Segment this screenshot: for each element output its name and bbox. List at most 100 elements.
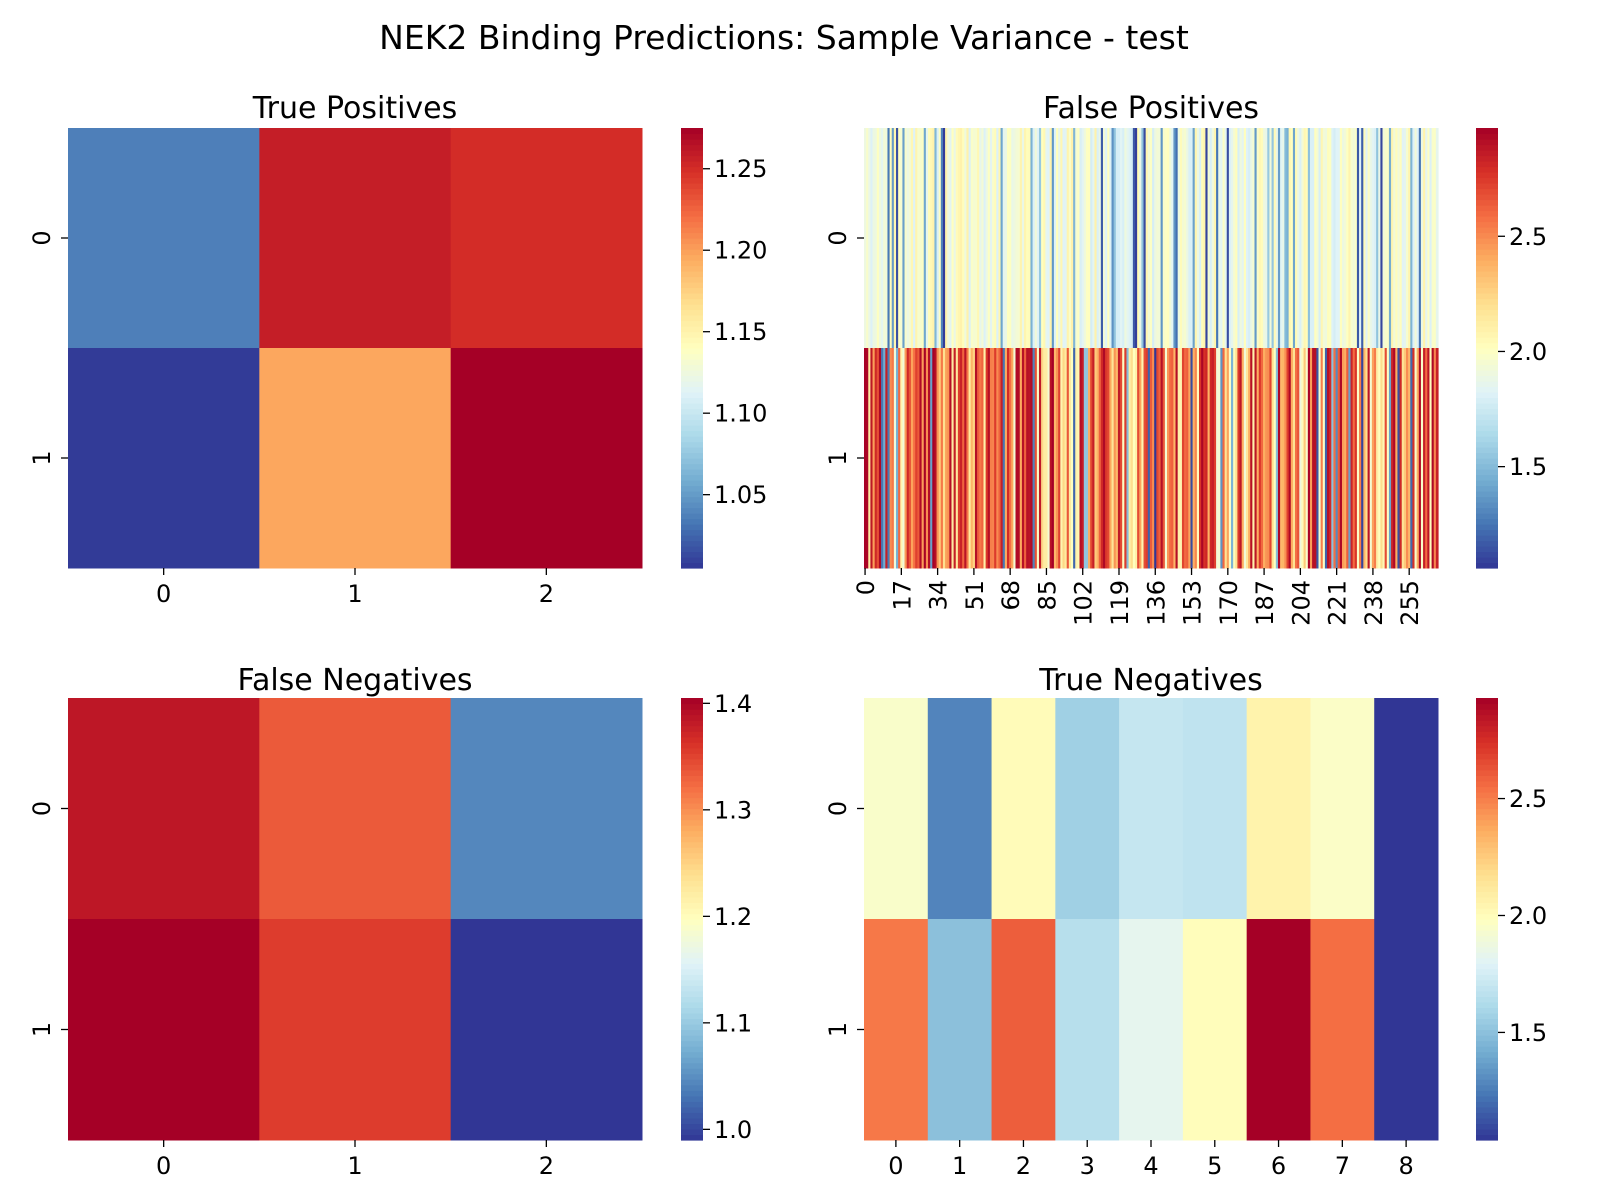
- colorbar-step: [681, 836, 703, 843]
- heatmap-cell: [1169, 128, 1172, 349]
- heatmap-cell: [1239, 348, 1243, 569]
- heatmap-cell: [1352, 128, 1356, 349]
- colorbar-step: [681, 1117, 703, 1125]
- heatmap-cell: [1154, 348, 1157, 569]
- colorbar-step: [1476, 436, 1498, 443]
- heatmap-cell: [1002, 348, 1006, 569]
- heatmap-cell: [1120, 128, 1123, 349]
- heatmap-cell: [1098, 128, 1102, 349]
- heatmap-cell: [1132, 128, 1136, 349]
- heatmap-cell: [942, 128, 946, 349]
- colorbar-step: [681, 304, 703, 311]
- heatmap-cell: [957, 128, 961, 349]
- colorbar-step: [1476, 326, 1498, 333]
- colorbar-step: [681, 408, 703, 415]
- heatmap-cell: [917, 348, 921, 569]
- heatmap-cell: [1373, 348, 1377, 569]
- colorbar-step: [1476, 797, 1498, 804]
- heatmap-cell: [1152, 128, 1155, 349]
- colorbar-step: [1476, 216, 1498, 223]
- colorbar-step: [681, 370, 703, 377]
- heatmap-cell: [893, 348, 897, 569]
- heatmap-cell: [1350, 128, 1354, 349]
- colorbar-step: [1476, 703, 1498, 710]
- x-tick-label: 2: [539, 1152, 554, 1180]
- heatmap-cell: [1026, 348, 1029, 569]
- colorbar-step: [1476, 775, 1498, 782]
- heatmap-cell: [1220, 348, 1224, 569]
- colorbar-step: [681, 963, 703, 970]
- heatmap-cell: [1045, 348, 1049, 569]
- heatmap-cell: [883, 348, 886, 569]
- colorbar-step: [1476, 507, 1498, 514]
- heatmap-cell: [1243, 128, 1247, 349]
- colorbar-step: [1476, 177, 1498, 184]
- heatmap-cell: [876, 348, 880, 569]
- x-tick-label: 51: [961, 580, 989, 611]
- colorbar-step: [1476, 1068, 1498, 1075]
- colorbar-step: [1476, 458, 1498, 465]
- heatmap-cell: [987, 348, 991, 569]
- colorbar-step: [681, 128, 703, 135]
- colorbar-step: [681, 946, 703, 953]
- heatmap-cell: [1248, 348, 1251, 569]
- heatmap-cell: [1312, 128, 1315, 349]
- heatmap-cell: [1139, 348, 1142, 569]
- colorbar-step: [681, 1035, 703, 1042]
- heatmap-cell: [921, 128, 925, 349]
- colorbar-step: [681, 1040, 703, 1047]
- heatmap-cell: [450, 698, 643, 920]
- heatmap-cell: [927, 919, 993, 1141]
- heatmap-cell: [1258, 128, 1262, 349]
- heatmap-cell: [1154, 128, 1157, 349]
- colorbar-step: [681, 254, 703, 261]
- colorbar-step: [681, 968, 703, 975]
- heatmap-cell: [1064, 128, 1068, 349]
- colorbar-step: [1476, 408, 1498, 415]
- heatmap-cell: [259, 128, 452, 349]
- colorbar: 1.05 1.10 1.15 1.20 1.25: [681, 128, 767, 569]
- heatmap-cell: [1324, 128, 1328, 349]
- heatmap-cell: [1361, 348, 1364, 569]
- x-tick-label: 0: [852, 580, 880, 595]
- heatmap-cell: [913, 348, 916, 569]
- colorbar-step: [1476, 513, 1498, 520]
- colorbar-step: [1476, 836, 1498, 843]
- colorbar-step: [1476, 502, 1498, 509]
- heatmap-cell: [1019, 348, 1023, 569]
- heatmap-cell: [887, 128, 891, 349]
- heatmap-cell: [1075, 128, 1078, 349]
- heatmap-cell: [1105, 348, 1108, 569]
- heatmap-cell: [972, 128, 976, 349]
- colorbar-step: [1476, 930, 1498, 937]
- heatmap-cell: [1220, 128, 1224, 349]
- heatmap-cell: [1068, 128, 1072, 349]
- x-tick-label: 255: [1396, 580, 1424, 626]
- colorbar-step: [681, 436, 703, 443]
- heatmap-panel-0: True Positives 0 1 0 1 2 1.05 1.10 1.15 1.20 1.25: [28, 91, 767, 608]
- colorbar-step: [681, 979, 703, 986]
- colorbar-step: [681, 780, 703, 788]
- heatmap-cell: [985, 128, 989, 349]
- heatmap-cell: [992, 128, 995, 349]
- heatmap-cell: [962, 128, 965, 349]
- heatmap-cell: [1209, 128, 1213, 349]
- colorbar-step: [1476, 298, 1498, 305]
- heatmap-cell: [1100, 348, 1104, 569]
- heatmap-cell: [1369, 128, 1373, 349]
- heatmap-cell: [942, 348, 946, 569]
- colorbar-step: [681, 764, 703, 771]
- heatmap-cell: [1062, 128, 1066, 349]
- colorbar-step: [1476, 952, 1498, 959]
- colorbar-step: [681, 1046, 703, 1053]
- heatmap-cell: [896, 348, 899, 569]
- heatmap-cell: [1107, 348, 1110, 569]
- colorbar-step: [1476, 199, 1498, 206]
- y-tick-label: 0: [824, 230, 852, 245]
- colorbar-step: [1476, 535, 1498, 542]
- heatmap-cell: [874, 348, 878, 569]
- colorbar-step: [681, 1029, 703, 1036]
- heatmap-cell: [904, 348, 908, 569]
- heatmap-cell: [450, 919, 643, 1141]
- heatmap-cell: [866, 128, 869, 349]
